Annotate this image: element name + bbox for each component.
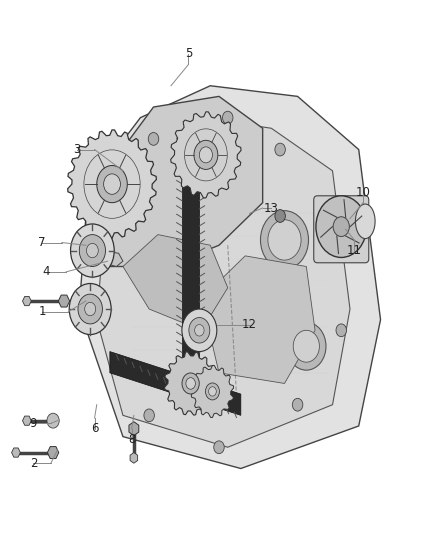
- Circle shape: [97, 166, 127, 203]
- Text: 9: 9: [30, 417, 37, 430]
- Text: 13: 13: [264, 201, 279, 214]
- Polygon shape: [12, 448, 20, 457]
- Ellipse shape: [356, 204, 375, 239]
- Circle shape: [47, 413, 59, 428]
- Polygon shape: [47, 447, 59, 458]
- Circle shape: [194, 325, 204, 336]
- Text: 10: 10: [356, 185, 371, 199]
- Polygon shape: [79, 86, 381, 469]
- Polygon shape: [47, 415, 59, 426]
- Circle shape: [275, 143, 286, 156]
- Circle shape: [316, 196, 367, 257]
- Polygon shape: [182, 134, 199, 394]
- Text: 7: 7: [39, 236, 46, 249]
- Polygon shape: [22, 416, 31, 425]
- FancyBboxPatch shape: [314, 196, 369, 263]
- Polygon shape: [171, 112, 241, 198]
- Circle shape: [85, 302, 95, 316]
- Circle shape: [292, 398, 303, 411]
- Circle shape: [275, 209, 286, 222]
- Polygon shape: [201, 256, 315, 383]
- Circle shape: [186, 378, 195, 389]
- Circle shape: [214, 441, 224, 454]
- Polygon shape: [165, 352, 217, 415]
- Circle shape: [223, 111, 233, 124]
- Circle shape: [86, 244, 98, 258]
- Circle shape: [293, 330, 319, 362]
- Text: 1: 1: [39, 305, 46, 318]
- Polygon shape: [97, 96, 263, 266]
- Text: 6: 6: [91, 422, 98, 435]
- Polygon shape: [191, 366, 233, 417]
- Polygon shape: [97, 251, 123, 266]
- Text: 12: 12: [242, 319, 257, 332]
- Circle shape: [182, 373, 199, 394]
- Circle shape: [287, 322, 326, 370]
- Circle shape: [182, 309, 217, 352]
- Circle shape: [144, 409, 154, 422]
- Polygon shape: [67, 130, 156, 238]
- Polygon shape: [123, 235, 228, 330]
- Polygon shape: [58, 295, 70, 307]
- Polygon shape: [22, 296, 31, 305]
- Circle shape: [333, 217, 350, 237]
- Text: 3: 3: [74, 143, 81, 156]
- Circle shape: [104, 174, 120, 195]
- Circle shape: [78, 294, 102, 324]
- Circle shape: [79, 235, 106, 266]
- Polygon shape: [110, 352, 241, 415]
- Text: 4: 4: [43, 265, 50, 278]
- Circle shape: [261, 211, 308, 269]
- Text: 5: 5: [185, 47, 192, 60]
- Circle shape: [199, 147, 212, 163]
- Text: 11: 11: [347, 244, 362, 257]
- Circle shape: [205, 383, 219, 400]
- Circle shape: [69, 284, 111, 335]
- Circle shape: [268, 220, 301, 260]
- Circle shape: [208, 387, 216, 396]
- Circle shape: [194, 140, 218, 169]
- Circle shape: [323, 233, 333, 246]
- Polygon shape: [130, 453, 138, 463]
- Text: 8: 8: [128, 433, 135, 446]
- Circle shape: [189, 318, 210, 343]
- Circle shape: [336, 324, 346, 337]
- Circle shape: [71, 224, 114, 277]
- Polygon shape: [129, 422, 139, 435]
- Polygon shape: [97, 118, 350, 447]
- Text: 2: 2: [30, 457, 37, 470]
- Circle shape: [148, 133, 159, 146]
